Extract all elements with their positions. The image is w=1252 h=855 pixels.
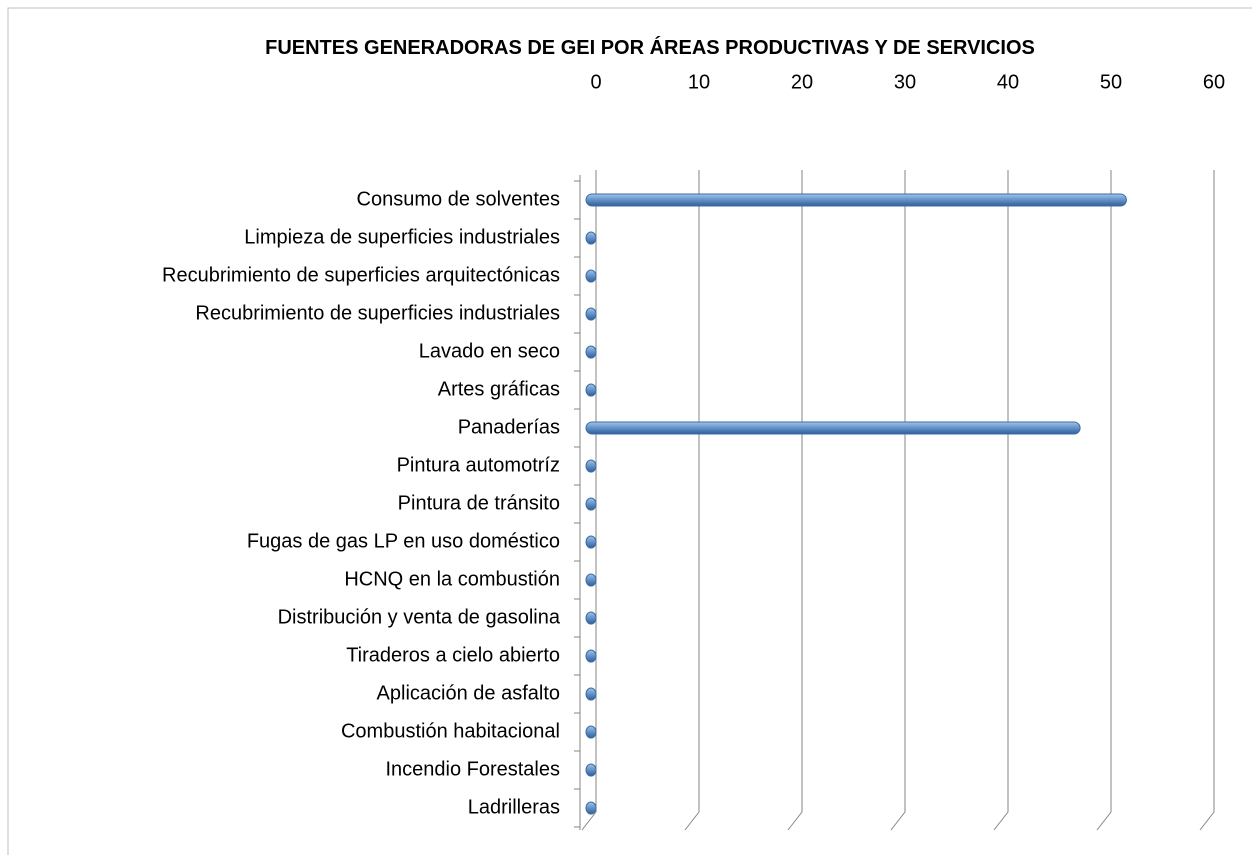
bar	[585, 687, 597, 701]
y-tick-label: Pintura de tránsito	[398, 492, 560, 514]
y-tick-label: Limpieza de superficies industriales	[244, 226, 560, 248]
bar	[585, 345, 597, 359]
bar	[585, 725, 597, 739]
x-tick-label: 0	[590, 71, 601, 93]
bar	[585, 307, 597, 321]
grid-line	[581, 170, 597, 831]
grid-line	[1096, 170, 1112, 831]
y-tick-label: Recubrimiento de superficies industriale…	[195, 302, 560, 324]
bar	[585, 459, 597, 473]
y-tick-label: Lavado en seco	[419, 340, 560, 362]
grid-line	[993, 170, 1009, 831]
y-tick-label: Aplicación de asfalto	[377, 682, 560, 704]
x-tick-label: 40	[997, 71, 1019, 93]
y-tick-label: Consumo de solventes	[357, 188, 560, 210]
bar	[585, 231, 597, 245]
y-tick-label: Combustión habitacional	[341, 720, 560, 742]
y-tick-label: Recubrimiento de superficies arquitectón…	[162, 264, 560, 286]
x-tick-label: 50	[1100, 71, 1122, 93]
bar	[585, 421, 1081, 435]
bar	[585, 269, 597, 283]
chart-border	[7, 7, 1252, 855]
y-tick-label: Fugas de gas LP en uso doméstico	[247, 530, 560, 552]
bar	[585, 763, 597, 777]
grid-line	[1199, 170, 1215, 831]
bar	[585, 573, 597, 587]
y-tick-label: Ladrilleras	[468, 796, 560, 818]
y-tick-label: Panaderías	[458, 416, 560, 438]
bar	[585, 497, 597, 511]
x-tick-label: 60	[1203, 71, 1225, 93]
bar	[585, 193, 1127, 207]
bar	[585, 611, 597, 625]
bar	[585, 801, 597, 815]
y-tick-label: Artes gráficas	[438, 378, 560, 400]
bar	[585, 383, 597, 397]
y-tick-label: HCNQ en la combustión	[344, 568, 560, 590]
y-tick-label: Tiraderos a cielo abierto	[346, 644, 560, 666]
grid-line	[684, 170, 700, 831]
grid-line	[787, 170, 803, 831]
bar	[585, 535, 597, 549]
bar	[585, 649, 597, 663]
x-tick-label: 10	[688, 71, 710, 93]
y-tick-label: Distribución y venta de gasolina	[278, 606, 561, 628]
x-tick-label: 30	[894, 71, 916, 93]
x-tick-label: 20	[791, 71, 813, 93]
chart-title: FUENTES GENERADORAS DE GEI POR ÁREAS PRO…	[265, 37, 1035, 59]
grid-line	[890, 170, 906, 831]
y-tick-label: Incendio Forestales	[385, 758, 560, 780]
y-tick-label: Pintura automotríz	[397, 454, 560, 476]
